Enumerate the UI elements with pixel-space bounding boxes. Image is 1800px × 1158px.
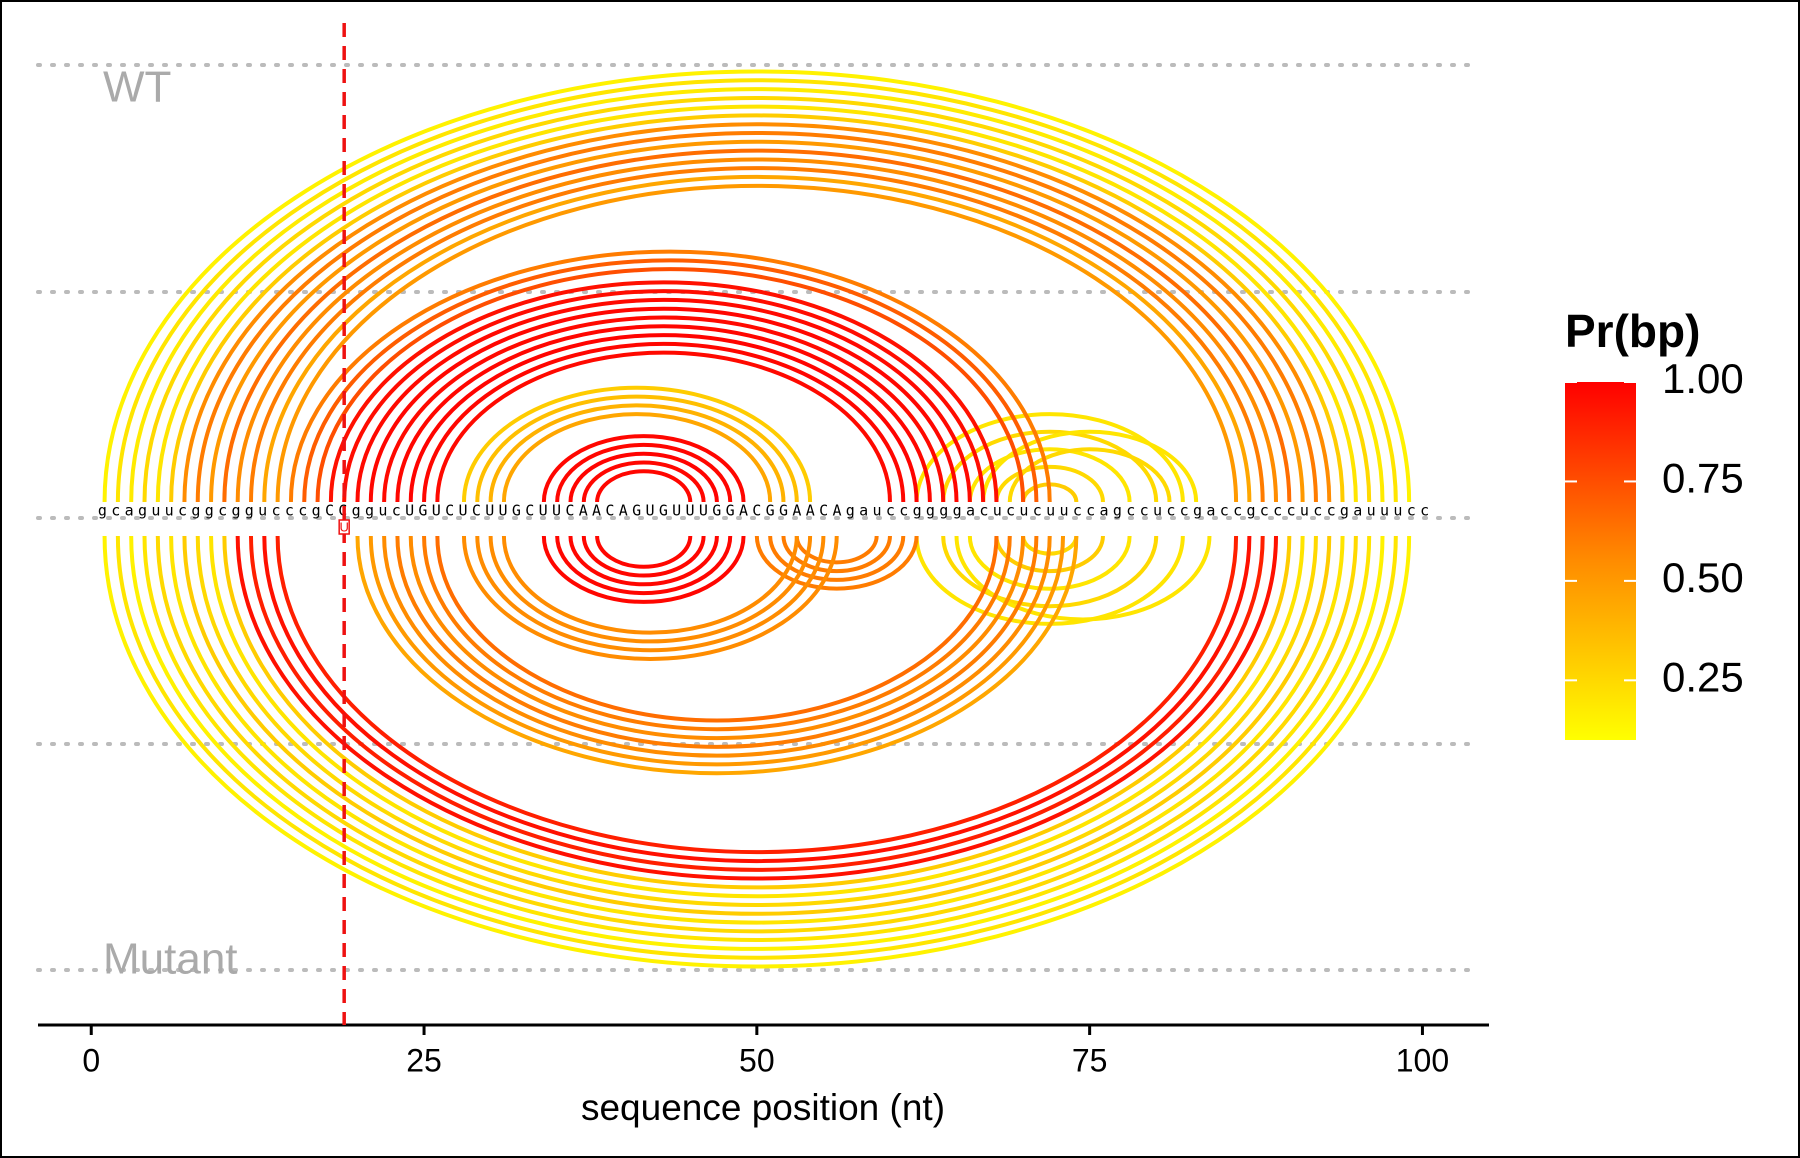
x-tick-label: 100: [1396, 1042, 1449, 1078]
arc: [355, 297, 972, 503]
arc: [488, 403, 786, 503]
arc: [967, 535, 1132, 591]
arc: [222, 149, 1292, 503]
arc: [288, 249, 1052, 503]
arc: [435, 351, 892, 503]
arc: [262, 174, 1252, 503]
arc: [435, 535, 999, 723]
arc: [488, 535, 813, 644]
arc: [408, 333, 919, 503]
arc: [115, 78, 1398, 503]
arc: [368, 535, 1066, 767]
arc: [222, 535, 1292, 889]
arc: [355, 535, 1079, 776]
arc: [555, 535, 733, 596]
arc: [142, 535, 1372, 942]
arc: [461, 385, 813, 503]
arc: [248, 535, 1265, 872]
x-tick-label: 75: [1072, 1042, 1108, 1078]
arcs: [102, 69, 1412, 969]
x-axis-title: sequence position (nt): [581, 1087, 945, 1128]
arc: [954, 535, 1212, 622]
arc: [408, 535, 1026, 740]
x-tick-label: 50: [739, 1042, 775, 1078]
arc: [568, 451, 719, 503]
arc: [169, 535, 1345, 925]
arc: [262, 535, 1252, 864]
arc: [209, 140, 1305, 503]
arc: [382, 315, 946, 503]
series-label: WT: [103, 63, 171, 112]
arc: [342, 289, 986, 503]
arc: [581, 535, 706, 578]
arc: [461, 535, 839, 662]
arc: [209, 535, 1305, 898]
arc: [395, 535, 1039, 749]
arc: [382, 535, 1052, 758]
mutation-box: [338, 519, 350, 535]
mutation-label: U: [339, 519, 348, 534]
x-tick-label: 0: [82, 1042, 100, 1078]
arc: [142, 96, 1372, 503]
arc: [994, 535, 1105, 573]
arc: [595, 469, 693, 503]
arc: [541, 434, 746, 503]
arc: [248, 166, 1265, 503]
series-label: Mutant: [103, 935, 238, 984]
arc: [302, 259, 1039, 503]
arc: [555, 442, 733, 503]
arc: [768, 535, 906, 582]
colorbar: [1565, 382, 1636, 740]
arc: [1007, 447, 1172, 503]
arc: [102, 535, 1412, 969]
arc: [182, 535, 1332, 916]
arc: [967, 447, 1132, 503]
arc: [182, 122, 1332, 503]
arc: [368, 306, 959, 503]
arc: [781, 535, 892, 574]
arc: [794, 535, 879, 565]
arc: [275, 184, 1239, 503]
arc: [475, 535, 826, 653]
colorbar-title: Pr(bp): [1565, 305, 1700, 357]
arc: [475, 394, 799, 503]
arc: [541, 535, 746, 604]
arc: [595, 535, 693, 569]
arc: [275, 535, 1239, 854]
arc: [155, 535, 1358, 933]
arc: [994, 465, 1105, 503]
colorbar-tick-label: 1.00: [1662, 355, 1744, 402]
arc: [422, 342, 906, 503]
arc: [568, 535, 719, 587]
colorbar-tick-label: 0.25: [1662, 653, 1744, 700]
arc: [328, 280, 999, 503]
arc: [501, 412, 773, 503]
colorbar-tick-label: 0.50: [1662, 554, 1744, 601]
arc: [754, 535, 919, 591]
arc: [155, 105, 1358, 503]
arc: [581, 460, 706, 503]
arc: [395, 324, 932, 503]
arc: [941, 429, 1159, 503]
arc: [102, 69, 1412, 503]
arc: [115, 535, 1398, 960]
arc: [169, 113, 1345, 503]
arc: [235, 535, 1279, 881]
arc: [315, 267, 1026, 503]
arc: [501, 535, 799, 635]
arc: [235, 157, 1279, 503]
arc: [941, 535, 1159, 609]
arc: [422, 535, 1012, 732]
colorbar-tick-label: 0.75: [1662, 455, 1744, 502]
arc: [914, 412, 1185, 503]
x-tick-label: 25: [406, 1042, 442, 1078]
